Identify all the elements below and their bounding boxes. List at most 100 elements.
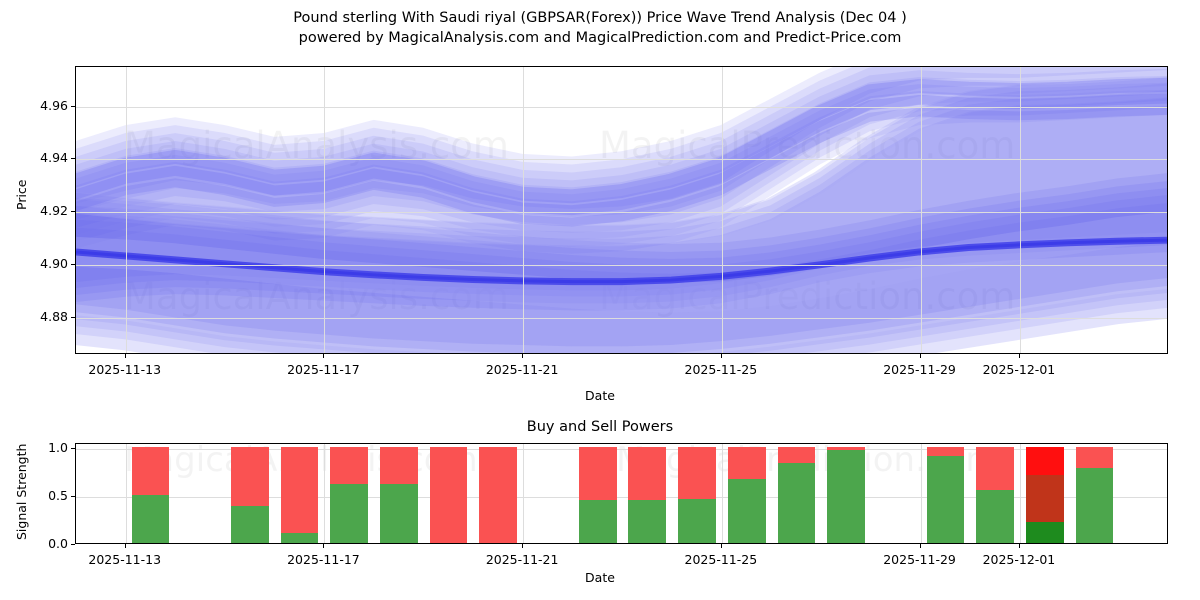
power-gridline-v: [1019, 444, 1021, 543]
price-x-tickmark: [720, 354, 722, 358]
price-x-tickmark: [1018, 354, 1020, 358]
power-bar[interactable]: [628, 446, 667, 543]
power-gridline-v: [721, 444, 723, 543]
power-x-tickmark: [124, 544, 126, 548]
power-bar[interactable]: [727, 446, 766, 543]
power-bar-buy-segment: [926, 456, 965, 543]
power-bar-buy-segment: [578, 499, 617, 543]
power-x-tickmark: [1018, 544, 1020, 548]
wave-band-core-1: [76, 83, 1167, 297]
power-y-tick-label: 0.0: [48, 536, 68, 551]
power-bar[interactable]: [429, 446, 468, 543]
price-x-tickmark: [124, 354, 126, 358]
price-y-tick-label: 4.96: [40, 97, 68, 113]
power-bar-buy-segment: [727, 478, 766, 543]
power-bar-buy-segment: [628, 499, 667, 543]
price-gridline-v: [523, 67, 525, 353]
price-x-tick-label: 2025-11-17: [287, 362, 360, 377]
power-bar-sell-segment: [628, 446, 667, 500]
price-wave-plot-area: MagicalAnalysis.com MagicalPrediction.co…: [75, 66, 1168, 354]
power-x-tick-label: 2025-11-21: [485, 552, 559, 567]
power-bar[interactable]: [1075, 446, 1114, 543]
power-bar[interactable]: [976, 446, 1014, 543]
price-gridline-h: [76, 265, 1167, 267]
price-x-axis-label: Date: [585, 388, 615, 403]
price-y-tick-label: 4.88: [40, 309, 68, 324]
power-x-tick-label: 2025-11-29: [883, 552, 956, 567]
price-x-tick-label: 2025-12-01: [982, 362, 1056, 377]
buy-sell-powers-plot-area: MagicalAnalysis.com MagicalPrediction.co…: [75, 443, 1168, 544]
power-bar[interactable]: [926, 446, 965, 543]
power-bar-buy-segment: [330, 484, 369, 543]
power-x-tick-label: 2025-12-01: [982, 552, 1056, 567]
power-bar-buy-segment: [678, 498, 716, 543]
power-bar[interactable]: [827, 446, 865, 543]
power-x-tickmark: [522, 544, 524, 548]
power-bar-sell-segment: [380, 446, 418, 485]
chart-title-line1: Pound sterling With Saudi riyal (GBPSAR(…: [293, 10, 907, 26]
power-bar-buy-segment: [231, 505, 269, 543]
price-x-tick-label: 2025-11-21: [485, 362, 559, 377]
price-gridline-v: [324, 67, 326, 353]
wave-envelope-fan-c: [76, 106, 1167, 227]
power-bar[interactable]: [131, 446, 170, 543]
power-y-axis-label: Signal Strength: [14, 443, 29, 540]
wave-band-fan-1: [76, 67, 1167, 217]
price-x-tickmark: [919, 354, 921, 358]
power-bar-sell-segment: [976, 446, 1014, 491]
power-bar-buy-segment: [777, 463, 816, 543]
power-gridline-h: [76, 448, 1167, 450]
power-bar-buy-segment: [380, 484, 418, 543]
wave-band-fan-3: [76, 68, 1167, 233]
price-gridline-h: [76, 159, 1167, 161]
power-bar-sell-segment: [827, 446, 865, 450]
price-x-tickmark: [323, 354, 325, 358]
price-gridline-h: [76, 106, 1167, 108]
price-y-axis-label: Price: [14, 179, 29, 211]
price-y-tick-label: 4.90: [40, 256, 68, 272]
wave-band-outer-0: [76, 173, 1167, 347]
power-bar-sell-segment: [330, 446, 369, 485]
power-x-axis-label: Date: [585, 570, 615, 585]
power-bar-buy-segment: [131, 494, 170, 543]
wave-band-fan-5: [76, 82, 1167, 247]
power-y-tick-label: 0.5: [48, 487, 68, 503]
power-bar[interactable]: [678, 446, 716, 543]
wave-envelope-core-upper: [76, 76, 1167, 247]
power-bar-buy-segment: [1025, 521, 1064, 543]
power-bar[interactable]: [231, 446, 269, 543]
power-bar-sell-segment: [727, 446, 766, 479]
power-bar[interactable]: [1025, 446, 1064, 543]
power-bar-buy-segment: [976, 490, 1014, 543]
power-x-tickmark: [323, 544, 325, 548]
power-gridline-h: [76, 496, 1167, 498]
power-bar-buy-segment: [827, 449, 865, 543]
wave-envelope-lower: [76, 289, 1167, 353]
power-bar[interactable]: [479, 446, 518, 543]
power-y-tickmark: [71, 544, 75, 545]
power-bar-sell-segment: [926, 446, 965, 457]
power-x-tick-label: 2025-11-17: [287, 552, 360, 567]
power-bar[interactable]: [280, 446, 319, 543]
power-bar-sell-segment: [777, 446, 816, 464]
wave-band-fan-0: [76, 67, 1167, 210]
price-gridline-v: [1019, 67, 1021, 353]
power-bar-sell-segment: [578, 446, 617, 500]
power-bar-sell-segment: [280, 446, 319, 534]
power-bar[interactable]: [777, 446, 816, 543]
power-bar-sell-segment: [131, 446, 170, 495]
price-gridline-h: [76, 318, 1167, 319]
power-bar-sell-segment: [429, 446, 468, 543]
power-bar[interactable]: [380, 446, 418, 543]
power-bar[interactable]: [578, 446, 617, 543]
power-bar[interactable]: [330, 446, 369, 543]
wave-envelope-fan-b: [76, 93, 1167, 216]
wave-band-outer-2: [76, 188, 1167, 353]
price-gridline-v: [721, 67, 723, 353]
price-wave-bands: [76, 67, 1167, 353]
power-gridline-v: [920, 444, 922, 543]
price-y-tick-label: 4.92: [40, 203, 68, 219]
power-gridline-v: [324, 444, 326, 543]
wave-trend-core-line-inner: [76, 238, 1167, 284]
